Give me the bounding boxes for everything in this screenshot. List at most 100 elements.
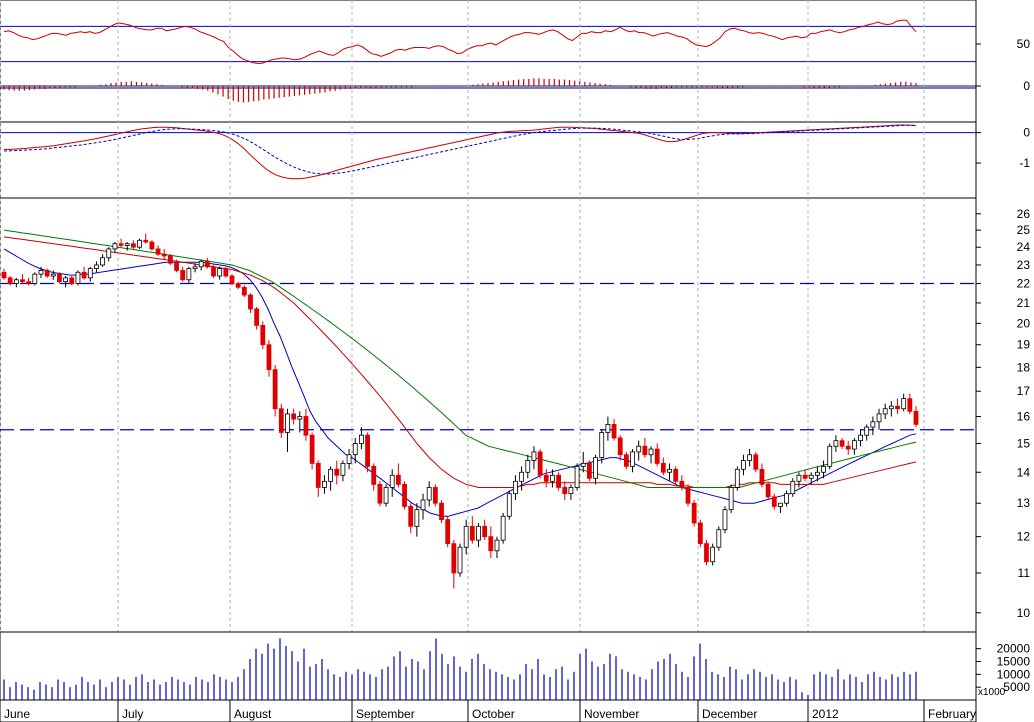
candle-body bbox=[691, 502, 697, 524]
candle bbox=[352, 437, 358, 464]
histogram-axis-label: 0 bbox=[1023, 79, 1030, 93]
candle-body bbox=[679, 480, 685, 488]
candle-body bbox=[506, 493, 512, 517]
candle bbox=[562, 481, 568, 501]
candle bbox=[488, 526, 494, 559]
candle-body bbox=[1, 271, 7, 279]
price-axis-label: 19 bbox=[1017, 338, 1031, 352]
candle bbox=[648, 446, 654, 464]
candle bbox=[291, 408, 297, 425]
candle bbox=[26, 277, 32, 286]
candle bbox=[439, 500, 444, 523]
price-axis-label: 22 bbox=[1017, 277, 1031, 291]
candle bbox=[365, 432, 370, 473]
candle-body bbox=[765, 483, 771, 498]
candle bbox=[155, 245, 161, 256]
rsi-panel: 50 bbox=[0, 0, 1031, 89]
candle-body bbox=[389, 474, 395, 488]
candle-body bbox=[445, 519, 451, 545]
candle bbox=[482, 519, 488, 541]
candle bbox=[211, 264, 216, 278]
candle bbox=[217, 266, 223, 280]
candle bbox=[75, 270, 81, 286]
candle bbox=[451, 540, 457, 589]
candle-body bbox=[815, 471, 820, 476]
candle bbox=[691, 500, 697, 527]
candle bbox=[124, 241, 130, 251]
candle bbox=[334, 460, 340, 485]
price-axis-label: 23 bbox=[1017, 258, 1031, 272]
candle-body bbox=[26, 281, 32, 284]
month-label: August bbox=[234, 707, 272, 721]
candle bbox=[728, 484, 734, 513]
candle-body bbox=[500, 515, 506, 541]
candle-body bbox=[888, 405, 894, 410]
candle-body bbox=[7, 277, 13, 284]
candle bbox=[63, 275, 69, 288]
candle bbox=[895, 398, 900, 414]
candle-body bbox=[476, 525, 481, 541]
candle-body bbox=[75, 271, 81, 284]
candle bbox=[833, 435, 839, 452]
candle-body bbox=[340, 463, 346, 476]
candle bbox=[180, 266, 186, 282]
candle bbox=[851, 437, 857, 455]
candle bbox=[402, 481, 407, 510]
candle bbox=[383, 484, 389, 507]
candle bbox=[13, 277, 19, 288]
candle bbox=[808, 472, 814, 485]
candle-body bbox=[599, 432, 605, 459]
candle bbox=[704, 540, 709, 566]
macd-axis-label: -1 bbox=[1019, 156, 1030, 170]
candle bbox=[7, 275, 13, 286]
price-panel: 26 25 24 23 22 21 20 19 18 17 16 15 14 13 12 11 10 bbox=[0, 0, 1030, 700]
candle-body bbox=[106, 248, 112, 259]
candle-body bbox=[895, 405, 900, 410]
candle-body bbox=[574, 465, 580, 488]
candle-body bbox=[260, 325, 266, 346]
candle-body bbox=[864, 426, 870, 436]
candle-body bbox=[876, 413, 882, 423]
candle bbox=[44, 268, 50, 278]
candle-body bbox=[593, 457, 598, 479]
candle-body bbox=[266, 344, 272, 371]
candle bbox=[112, 241, 118, 253]
candle bbox=[765, 481, 771, 501]
candle bbox=[667, 463, 672, 482]
candle bbox=[864, 424, 870, 441]
candle bbox=[229, 274, 235, 286]
candle bbox=[722, 506, 728, 534]
candle-body bbox=[907, 398, 913, 412]
month-label: September bbox=[356, 707, 415, 721]
candle-body bbox=[124, 243, 130, 246]
candle-body bbox=[562, 487, 568, 495]
candle-body bbox=[334, 468, 340, 476]
candle bbox=[821, 460, 826, 479]
candle-body bbox=[315, 463, 321, 488]
candle-body bbox=[420, 499, 426, 511]
candle-body bbox=[568, 487, 574, 495]
candle bbox=[599, 429, 605, 464]
candle-body bbox=[174, 262, 179, 271]
candle-body bbox=[722, 509, 728, 531]
candle-body bbox=[81, 271, 87, 279]
candle bbox=[118, 238, 124, 248]
candle-body bbox=[821, 465, 826, 473]
volume-units-label: x1000 bbox=[978, 687, 1006, 698]
price-axis-label: 11 bbox=[1018, 566, 1031, 580]
candle-body bbox=[198, 260, 204, 268]
candle-body bbox=[697, 522, 703, 545]
rsi-axis-label: 50 bbox=[1017, 37, 1031, 51]
candle-body bbox=[359, 434, 364, 444]
candle-body bbox=[322, 480, 327, 488]
candle bbox=[784, 490, 789, 507]
candle-body bbox=[802, 474, 808, 479]
candle-body bbox=[291, 413, 297, 420]
month-label: February bbox=[928, 707, 976, 721]
candle-body bbox=[519, 471, 525, 482]
candle-body bbox=[112, 243, 118, 250]
candle-body bbox=[235, 283, 241, 288]
candle-body bbox=[771, 496, 777, 507]
candle-body bbox=[759, 468, 765, 485]
candle-body bbox=[463, 525, 469, 548]
